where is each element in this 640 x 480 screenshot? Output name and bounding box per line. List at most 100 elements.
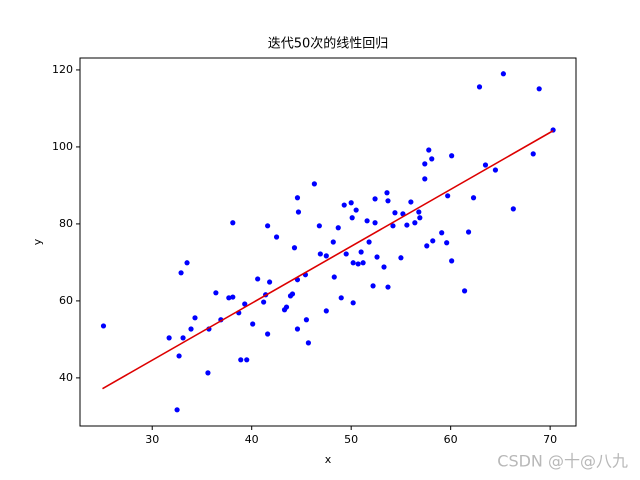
data-point — [291, 245, 298, 251]
data-point — [180, 335, 186, 341]
data-point — [273, 234, 280, 240]
data-point — [178, 270, 184, 276]
chart-title: 迭代50次的线性回归 — [268, 36, 389, 52]
data-point — [330, 239, 336, 245]
x-tick-label: 50 — [344, 433, 358, 446]
data-point — [492, 167, 499, 173]
y-axis-label: y — [31, 238, 44, 245]
data-point — [429, 156, 435, 162]
data-point — [372, 196, 378, 202]
data-point — [192, 315, 198, 321]
data-point — [294, 326, 301, 332]
y-tick-label: 80 — [59, 217, 73, 230]
data-point — [374, 254, 380, 260]
data-point — [283, 304, 290, 310]
data-point — [510, 206, 516, 212]
data-point — [444, 240, 450, 246]
data-point — [449, 153, 455, 159]
data-point — [500, 71, 506, 77]
data-point — [412, 220, 418, 226]
data-point — [250, 321, 256, 327]
data-point — [439, 230, 445, 236]
data-point — [230, 294, 236, 300]
data-point — [303, 317, 310, 323]
data-point — [358, 249, 364, 255]
data-point — [100, 323, 107, 329]
data-point — [417, 215, 423, 221]
data-point — [430, 238, 436, 244]
data-point — [422, 176, 428, 182]
data-point — [295, 209, 302, 215]
data-point — [184, 260, 190, 266]
data-point — [331, 274, 337, 280]
data-point — [289, 291, 296, 297]
data-point — [364, 218, 370, 224]
data-point — [230, 220, 236, 226]
data-point — [341, 202, 347, 208]
data-point — [370, 283, 376, 289]
data-point — [449, 258, 455, 264]
x-tick-label: 40 — [245, 433, 259, 446]
data-point — [265, 223, 271, 229]
data-point — [476, 84, 483, 90]
data-point — [311, 181, 317, 187]
data-point — [470, 195, 477, 201]
data-point — [398, 255, 404, 261]
data-point — [265, 331, 271, 337]
data-point — [294, 195, 301, 201]
data-point — [404, 222, 410, 228]
data-point — [335, 225, 341, 231]
data-point — [416, 209, 422, 215]
x-tick-label: 60 — [444, 433, 458, 446]
data-point — [348, 200, 354, 206]
x-axis-label: x — [325, 453, 332, 466]
data-point — [242, 301, 248, 307]
data-point — [360, 260, 366, 266]
data-point — [323, 253, 329, 259]
data-point — [372, 220, 378, 226]
data-point — [338, 295, 344, 301]
data-point — [188, 326, 194, 332]
data-point — [176, 353, 182, 359]
data-point — [392, 210, 398, 216]
data-point — [350, 300, 356, 306]
data-point — [384, 190, 390, 196]
y-tick-label: 60 — [59, 294, 73, 307]
data-point — [323, 308, 329, 314]
y-tick-label: 40 — [59, 371, 73, 384]
data-point — [261, 299, 267, 305]
data-point — [255, 276, 261, 282]
data-point — [385, 198, 391, 204]
data-point — [343, 251, 349, 257]
watermark: CSDN @十@八九 — [497, 452, 628, 471]
data-point — [349, 215, 355, 221]
data-point — [465, 229, 472, 235]
data-point — [174, 407, 180, 413]
data-point — [390, 223, 396, 229]
data-point — [366, 239, 372, 245]
y-tick-label: 120 — [52, 63, 73, 76]
regression-line — [102, 130, 554, 390]
data-point — [355, 261, 361, 267]
x-tick-label: 70 — [543, 433, 557, 446]
data-point — [482, 162, 489, 168]
data-point — [350, 260, 356, 266]
data-point — [385, 284, 391, 290]
data-point — [238, 357, 244, 363]
data-point — [424, 243, 430, 249]
data-point — [213, 290, 219, 296]
data-point — [267, 279, 273, 285]
x-tick-label: 30 — [145, 433, 159, 446]
data-point — [445, 193, 451, 199]
y-tick-label: 100 — [52, 140, 73, 153]
data-point — [244, 357, 250, 363]
plot-frame — [79, 57, 577, 427]
data-point — [305, 340, 312, 346]
data-point — [461, 288, 468, 294]
data-point — [317, 251, 323, 257]
data-point — [316, 223, 322, 229]
data-point — [166, 335, 172, 341]
data-point — [353, 207, 359, 213]
data-point — [422, 161, 428, 167]
